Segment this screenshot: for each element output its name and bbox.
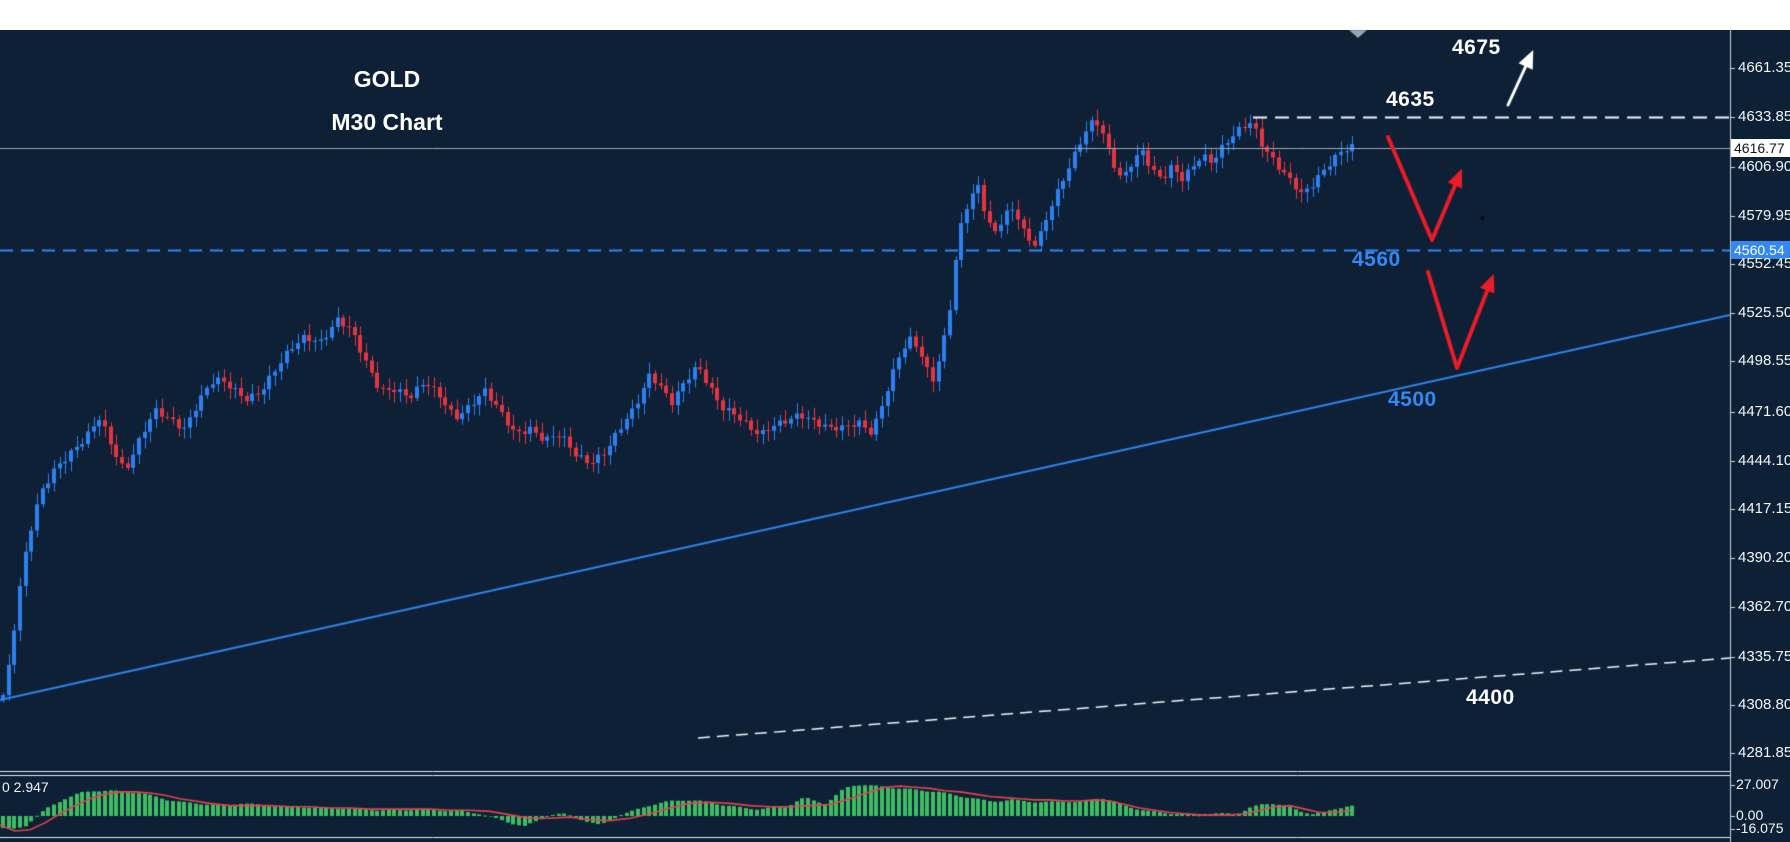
chart-timeframe-title: M30 Chart	[331, 109, 443, 135]
price-axis-label: 4417.15	[1738, 500, 1790, 517]
support-price-label: 4560	[1352, 248, 1401, 271]
indicator-scale-max: 27.007	[1736, 776, 1779, 792]
uptrend-price-label: 4500	[1388, 388, 1437, 411]
price-axis-label: 4606.90	[1738, 158, 1790, 175]
price-axis-label: 4471.60	[1738, 403, 1790, 420]
indicator-scale-min: -16.075	[1736, 820, 1784, 836]
price-axis-label: 4335.75	[1738, 648, 1790, 665]
indicator-scale-zero: 0.00	[1736, 807, 1764, 823]
indicator-info-value: 0 2.947	[2, 779, 49, 795]
price-axis-label: 4661.35	[1738, 59, 1790, 76]
price-axis-label: 4281.85	[1738, 744, 1790, 761]
chart-title: GOLD M30 Chart	[257, 58, 517, 144]
resistance-price-label: 4635	[1386, 88, 1435, 111]
price-axis-label: 4390.20	[1738, 549, 1790, 566]
chart-symbol-title: GOLD	[353, 66, 421, 92]
price-axis-label: 4579.95	[1738, 207, 1790, 224]
price-axis-label: 4498.55	[1738, 352, 1790, 369]
price-axis-label: 4362.70	[1738, 598, 1790, 615]
price-axis-label: 4444.10	[1738, 452, 1790, 469]
price-axis-label: 4308.80	[1738, 696, 1790, 713]
price-axis-label: 4525.50	[1738, 304, 1790, 321]
lower-trend-price-label: 4400	[1466, 686, 1515, 709]
target-price-label: 4675	[1452, 36, 1501, 59]
price-axis-label: 4633.85	[1738, 108, 1790, 125]
current-price-tag: 4616.77	[1731, 139, 1790, 157]
price-axis-label: 4552.45	[1738, 255, 1790, 272]
support-level-price-tag: 4560.54	[1731, 241, 1790, 259]
